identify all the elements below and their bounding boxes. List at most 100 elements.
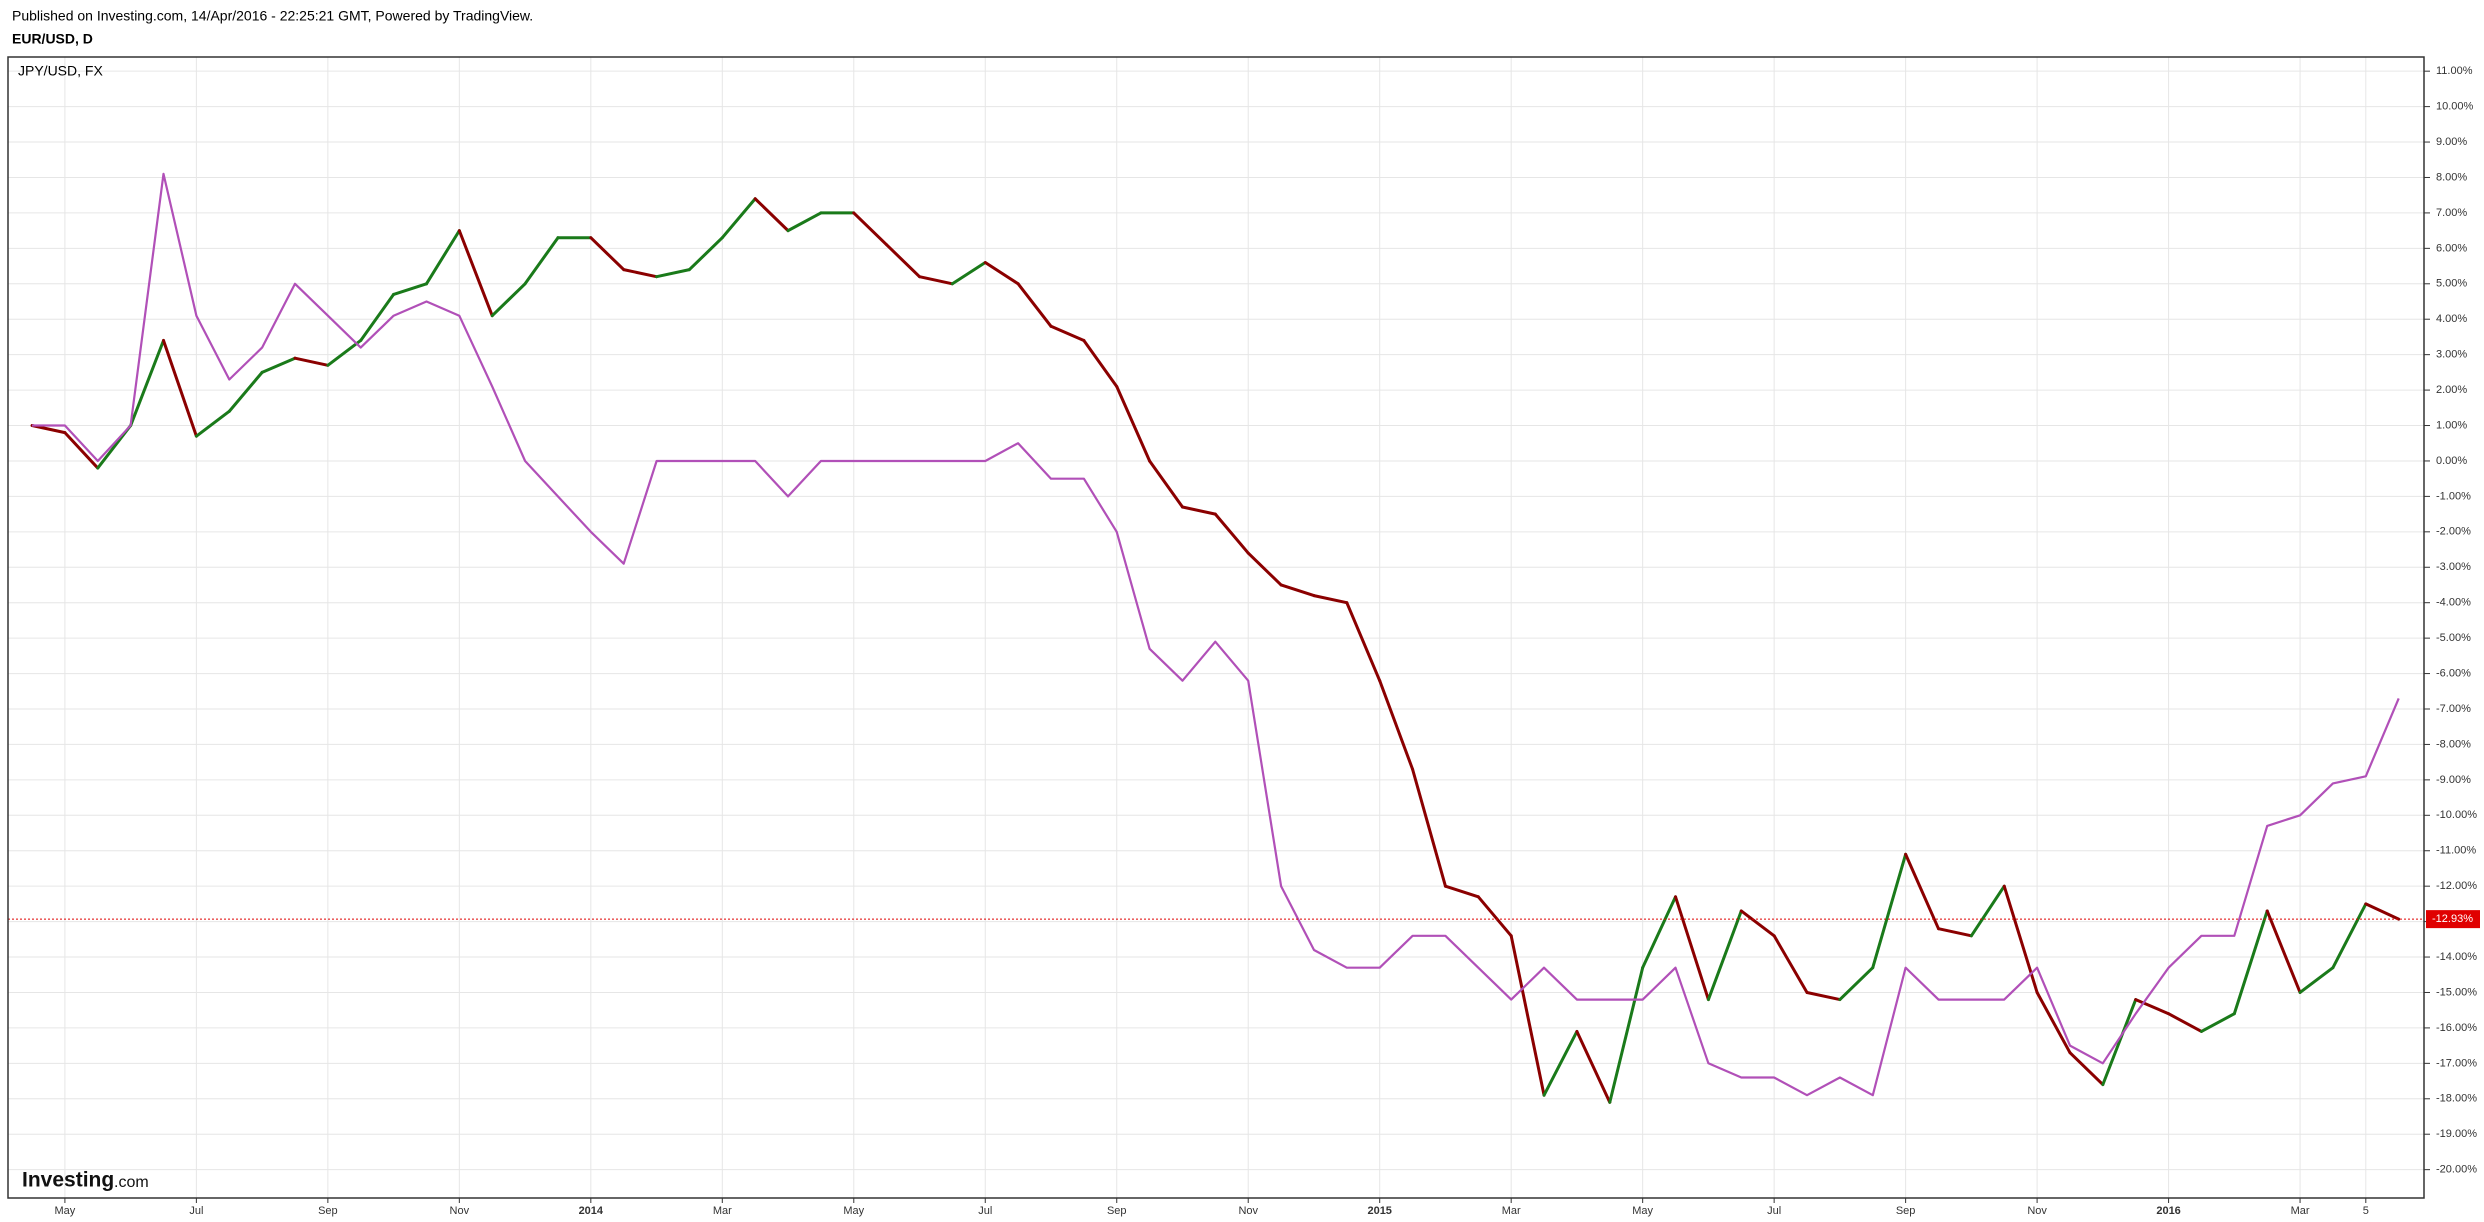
price-segment — [2134, 998, 2171, 1016]
x-tick-label: Jul — [978, 1205, 992, 1217]
x-tick-label: 2014 — [579, 1205, 604, 1217]
y-tick-label: 3.00% — [2436, 349, 2467, 361]
price-segment — [1443, 884, 1480, 899]
y-tick-label: -17.00% — [2436, 1057, 2477, 1069]
price-segment — [753, 197, 790, 233]
y-tick-label: -11.00% — [2436, 845, 2476, 857]
price-segment — [2035, 990, 2072, 1055]
price-segment — [786, 211, 823, 233]
y-tick-label: -6.00% — [2436, 667, 2471, 679]
y-tick-label: -4.00% — [2436, 597, 2471, 609]
price-segment — [1936, 927, 1973, 938]
published-note: Published on Investing.com, 14/Apr/2016 … — [12, 8, 533, 24]
y-tick-label: -8.00% — [2436, 738, 2471, 750]
price-segment — [1608, 966, 1645, 1104]
price-segment — [392, 282, 428, 296]
y-tick-label: 1.00% — [2436, 419, 2467, 431]
y-tick-label: -16.00% — [2436, 1022, 2477, 1034]
price-segment — [1509, 934, 1546, 1097]
x-tick-label: Sep — [318, 1205, 338, 1217]
x-tick-label: Sep — [1107, 1205, 1127, 1217]
price-segment — [983, 261, 1020, 286]
x-tick-label: Nov — [2027, 1205, 2047, 1217]
price-segment — [162, 338, 198, 438]
price-segment — [655, 268, 691, 279]
x-tick-label: 5 — [2363, 1205, 2369, 1217]
price-segment — [2101, 998, 2138, 1087]
price-segment — [950, 261, 987, 286]
y-tick-label: 10.00% — [2436, 101, 2474, 113]
price-segment — [1378, 679, 1415, 771]
price-segment — [260, 356, 297, 374]
x-tick-label: May — [843, 1205, 864, 1217]
y-tick-label: -18.00% — [2436, 1093, 2477, 1105]
price-segment — [1969, 884, 2006, 938]
price-segment — [1279, 583, 1316, 598]
y-tick-label: 6.00% — [2436, 242, 2467, 254]
y-tick-label: -5.00% — [2436, 632, 2471, 644]
price-segment — [2364, 902, 2401, 921]
price-segment — [1476, 895, 1513, 938]
x-tick-label: Jul — [189, 1205, 203, 1217]
price-segment — [227, 370, 264, 413]
y-tick-label: -2.00% — [2436, 526, 2471, 538]
price-segment — [589, 236, 626, 272]
x-tick-label: Nov — [1238, 1205, 1258, 1217]
price-segment — [1706, 909, 1743, 1002]
x-tick-label: May — [55, 1205, 76, 1217]
price-segment — [1411, 767, 1447, 888]
price-segment — [2002, 884, 2039, 994]
price-segment — [2068, 1051, 2105, 1087]
price-segment — [490, 282, 527, 318]
price-segment — [523, 236, 560, 286]
price-segment — [2167, 1012, 2203, 1033]
price-segment — [1049, 324, 1086, 342]
price-segment — [1082, 338, 1119, 389]
price-segment — [622, 268, 659, 279]
price-segment — [2331, 902, 2368, 970]
price-segment — [63, 431, 100, 470]
x-tick-label: Mar — [2291, 1205, 2310, 1217]
price-segment — [2199, 1012, 2236, 1033]
price-segment — [1312, 594, 1349, 605]
last-value-box — [2426, 910, 2480, 929]
price-segment — [2265, 909, 2302, 994]
y-tick-label: -10.00% — [2436, 809, 2477, 821]
x-tick-label: Mar — [713, 1205, 732, 1217]
price-segment — [1871, 852, 1908, 970]
x-tick-label: May — [1632, 1205, 1653, 1217]
price-segment — [1148, 459, 1184, 509]
y-tick-label: -1.00% — [2436, 490, 2471, 502]
y-tick-label: -12.00% — [2436, 880, 2477, 892]
price-segment — [1016, 282, 1053, 328]
price-segment — [1542, 1029, 1579, 1097]
series-line — [32, 172, 2400, 1097]
price-segment — [1674, 895, 1710, 1002]
plot — [8, 57, 2424, 1198]
price-segment — [129, 338, 166, 428]
y-tick-label: -3.00% — [2436, 561, 2471, 573]
last-value-label: -12.93% — [2432, 913, 2473, 925]
legend-label: JPY/USD, FX — [18, 63, 103, 79]
logo-brand: Investing — [22, 1169, 114, 1192]
x-tick-label: Nov — [450, 1205, 470, 1217]
y-tick-label: 4.00% — [2436, 313, 2467, 325]
symbol-title: EUR/USD, D — [12, 31, 93, 47]
y-tick-label: 7.00% — [2436, 207, 2467, 219]
price-segment — [194, 409, 231, 438]
price-segment — [1838, 966, 1875, 1002]
price-segment — [293, 356, 330, 367]
price-segment — [1115, 385, 1152, 463]
price-segment — [326, 338, 363, 367]
price-segment — [1805, 990, 1842, 1002]
y-tick-label: 11.00% — [2436, 65, 2473, 77]
y-tick-label: -19.00% — [2436, 1128, 2477, 1140]
price-segment — [885, 243, 922, 279]
y-tick-label: 5.00% — [2436, 278, 2467, 290]
price-segment — [1772, 934, 1809, 994]
y-tick-label: -14.00% — [2436, 951, 2477, 963]
price-segment — [2232, 909, 2269, 1016]
price-segment — [1904, 852, 1940, 931]
y-tick-label: 9.00% — [2436, 136, 2467, 148]
price-segment — [1575, 1029, 1612, 1104]
